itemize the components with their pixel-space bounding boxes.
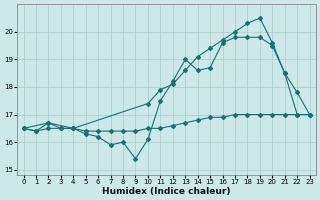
X-axis label: Humidex (Indice chaleur): Humidex (Indice chaleur) (102, 187, 231, 196)
